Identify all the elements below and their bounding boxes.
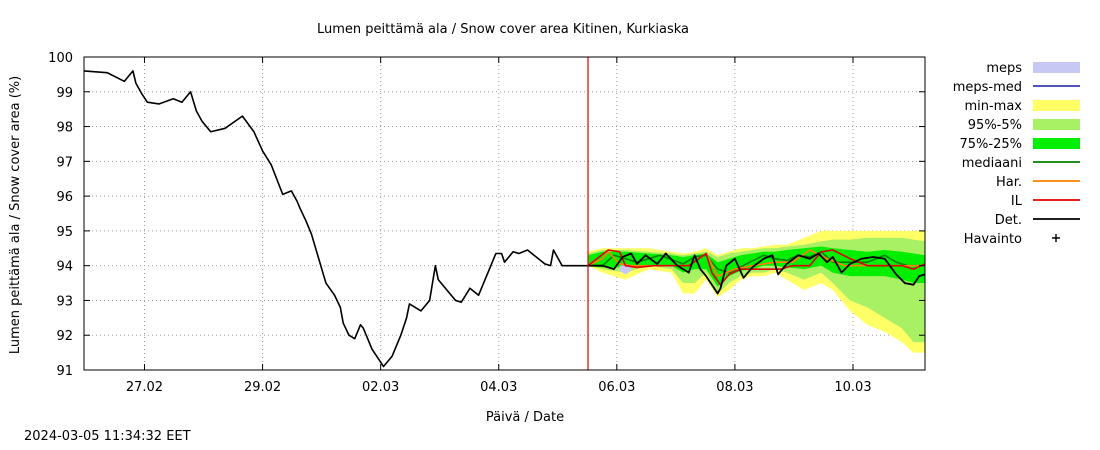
x-tick-label: 08.03 [716,380,753,395]
x-axis-label: Päivä / Date [486,410,564,425]
y-axis-ticks: 91 92 93 94 95 96 97 98 99 100 [48,51,925,379]
legend-swatch [1033,62,1080,73]
series-lines [83,57,926,370]
y-tick-label: 93 [56,294,73,309]
chart-title: Lumen peittämä ala / Snow cover area Kit… [317,22,689,37]
timestamp: 2024-03-05 11:34:32 EET [24,429,191,444]
plot-border [83,56,926,371]
x-tick-label: 29.02 [244,380,281,395]
x-tick-label: 02.03 [362,380,399,395]
y-tick-label: 99 [56,86,73,101]
y-tick-label: 92 [56,329,73,344]
legend-label: 95%-5% [968,118,1022,133]
legend-marker [1052,234,1060,242]
series-line-il [587,249,926,286]
y-tick-label: 96 [56,190,73,205]
x-axis-ticks: 27.02 29.02 02.03 04.03 06.03 08.03 10.03 [126,57,872,395]
y-tick-label: 100 [48,51,73,66]
x-tick-label: 06.03 [598,380,635,395]
legend-label: meps-med [953,80,1022,95]
y-tick-label: 91 [56,364,73,379]
x-tick-label: 10.03 [834,380,871,395]
legend-label: 75%-25% [960,137,1022,152]
legend-swatch [1033,100,1080,111]
legend-swatch [1033,119,1080,130]
y-tick-label: 94 [56,260,73,275]
y-tick-label: 95 [56,225,73,240]
legend-label: meps [986,61,1022,76]
y-tick-label: 98 [56,121,73,136]
band-75-25- [588,246,925,287]
y-axis-label: Lumen peittämä ala / Snow cover area (%) [8,76,23,354]
legend-label: Havainto [964,232,1022,247]
observed-line [83,70,589,368]
legend-label: Det. [995,213,1022,228]
grid-lines [84,57,925,370]
y-tick-label: 97 [56,155,73,170]
band-meps [619,265,632,275]
series-line-det- [588,252,926,295]
legend: meps meps-med min-max 95%-5% 75%-25% mediaani… [953,61,1080,247]
forecast-bands [588,230,925,353]
legend-label: min-max [964,99,1022,114]
plot-frame [83,56,926,371]
x-tick-label: 27.02 [126,380,163,395]
x-tick-label: 04.03 [480,380,517,395]
legend-label: mediaani [962,156,1022,171]
legend-swatch [1033,138,1080,149]
legend-label: IL [1011,194,1023,209]
legend-label: Har. [996,175,1022,190]
